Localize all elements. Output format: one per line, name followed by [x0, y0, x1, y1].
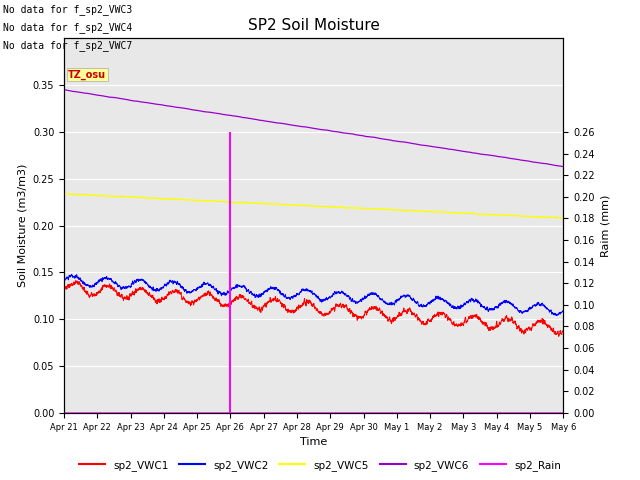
Text: No data for f_sp2_VWC4: No data for f_sp2_VWC4	[3, 22, 132, 33]
Text: No data for f_sp2_VWC7: No data for f_sp2_VWC7	[3, 40, 132, 51]
Title: SP2 Soil Moisture: SP2 Soil Moisture	[248, 18, 380, 33]
Text: TZ_osu: TZ_osu	[68, 70, 106, 80]
Legend: sp2_VWC1, sp2_VWC2, sp2_VWC5, sp2_VWC6, sp2_Rain: sp2_VWC1, sp2_VWC2, sp2_VWC5, sp2_VWC6, …	[75, 456, 565, 475]
Y-axis label: Soil Moisture (m3/m3): Soil Moisture (m3/m3)	[17, 164, 27, 288]
Y-axis label: Raim (mm): Raim (mm)	[600, 194, 610, 257]
X-axis label: Time: Time	[300, 437, 327, 447]
Text: No data for f_sp2_VWC3: No data for f_sp2_VWC3	[3, 4, 132, 15]
Bar	[229, 132, 232, 413]
